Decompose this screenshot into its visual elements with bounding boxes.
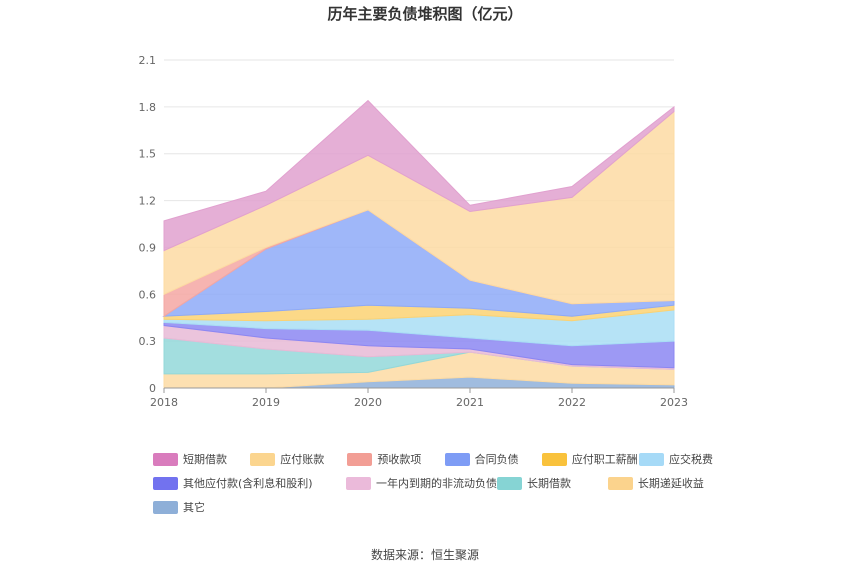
legend-label: 合同负债	[474, 453, 519, 466]
area-layer	[162, 99, 675, 389]
legend-swatch	[153, 476, 178, 490]
legend-swatch	[153, 452, 178, 466]
chart-title: 历年主要负债堆积图（亿元）	[327, 5, 522, 23]
legend-item[interactable]: 长期借款	[497, 475, 608, 491]
legend-row: 其它	[153, 495, 713, 519]
legend-label: 应付账款	[280, 453, 325, 466]
legend-item[interactable]: 一年内到期的非流动负债	[346, 475, 497, 491]
axis-layer: 0 0.3 0.6 0.9 1.2 1.5 1.8 2.1 2018 2019 2020 2021 20…	[139, 54, 689, 409]
legend-label: 预收款项	[377, 453, 422, 466]
legend-row: 短期借款 应付账款 预收款项 合同负债 应付职工薪酬 应交税费	[153, 447, 713, 471]
legend-swatch	[607, 476, 633, 490]
legend-item[interactable]: 预收款项	[347, 451, 444, 467]
legend-item[interactable]: 应交税费	[639, 451, 713, 467]
x-tick-label: 2018	[150, 396, 178, 409]
legend-row: 其他应付款(含利息和股利) 一年内到期的非流动负债 长期借款 长期递延收益	[153, 471, 713, 495]
data-source: 数据来源：恒生聚源	[370, 548, 479, 562]
legend-label: 应付职工薪酬	[571, 453, 638, 466]
y-tick-label: 1.8	[139, 101, 157, 114]
legend-label: 其它	[183, 501, 205, 514]
legend-swatch	[153, 500, 178, 514]
legend-label: 长期借款	[527, 477, 572, 490]
legend-item[interactable]: 其他应付款(含利息和股利)	[153, 475, 346, 491]
y-tick-label: 0	[149, 382, 156, 395]
x-tick-label: 2023	[660, 396, 688, 409]
legend-label: 应交税费	[669, 453, 714, 466]
x-tick-label: 2019	[252, 396, 280, 409]
legend-swatch	[346, 476, 372, 490]
legend-label: 一年内到期的非流动负债	[376, 477, 498, 490]
legend-item[interactable]: 短期借款	[153, 451, 250, 467]
x-tick-label: 2020	[354, 396, 382, 409]
legend-swatch	[444, 452, 470, 466]
legend-item[interactable]: 应付账款	[250, 451, 347, 467]
y-tick-label: 1.2	[139, 195, 157, 208]
y-tick-label: 0.6	[139, 288, 157, 301]
legend-item[interactable]: 应付职工薪酬	[541, 451, 639, 467]
y-tick-label: 0.3	[139, 335, 157, 348]
legend-label: 长期递延收益	[637, 477, 704, 490]
legend-item[interactable]: 合同负债	[444, 451, 542, 467]
legend-label: 其他应付款(含利息和股利)	[183, 477, 313, 490]
area-series-10	[163, 99, 675, 252]
legend-label: 短期借款	[183, 453, 227, 466]
legend-swatch	[639, 452, 665, 466]
legend-item[interactable]: 长期递延收益	[607, 475, 713, 491]
y-tick-label: 2.1	[139, 54, 157, 67]
y-tick-label: 1.5	[139, 148, 157, 161]
legend-item[interactable]: 其它	[153, 499, 233, 515]
legend-swatch	[347, 452, 373, 466]
legend-swatch	[541, 452, 567, 466]
y-tick-label: 0.9	[139, 241, 157, 254]
legend: 短期借款 应付账款 预收款项 合同负债 应付职工薪酬 应交税费其他应付款(含利息和股利) 一…	[153, 447, 713, 519]
x-tick-label: 2022	[558, 396, 586, 409]
x-tick-label: 2021	[456, 396, 484, 409]
legend-swatch	[497, 476, 523, 490]
legend-swatch	[250, 452, 276, 466]
